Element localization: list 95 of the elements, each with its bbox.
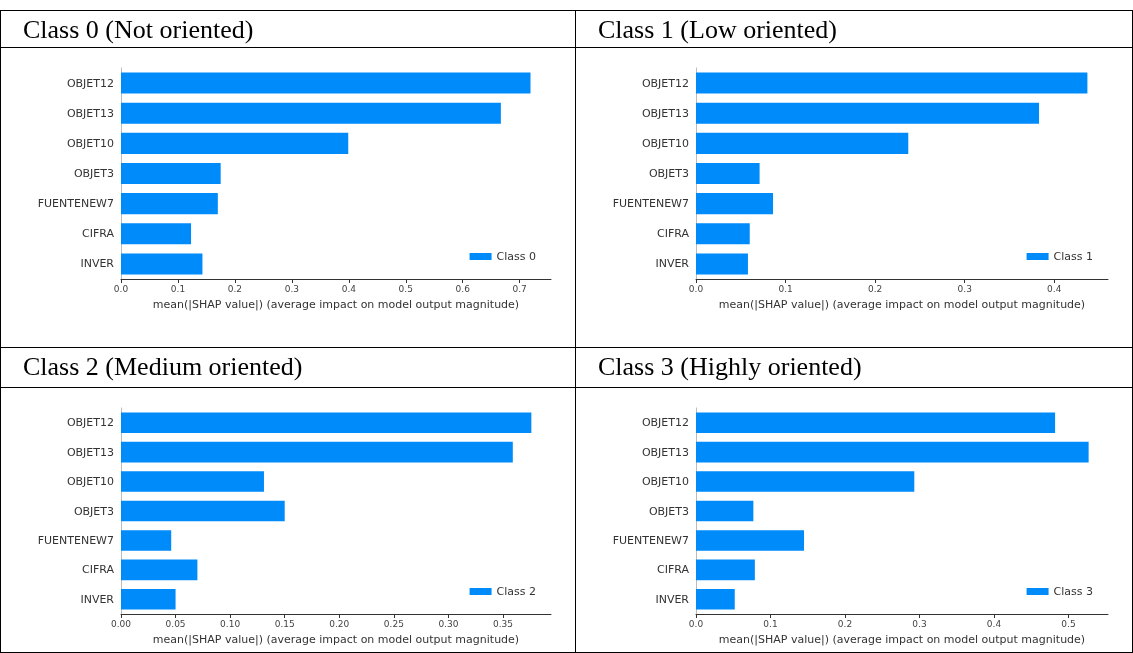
x-tick-label: 0.15 — [274, 618, 295, 629]
bar — [121, 132, 349, 154]
x-tick-label: 0.5 — [398, 283, 413, 294]
legend-label: Class 1 — [1053, 250, 1093, 263]
y-tick-label: INVER — [80, 592, 115, 606]
x-tick-label: 0.2 — [837, 618, 853, 629]
x-tick-label: 0.0 — [688, 283, 704, 294]
y-tick-label: FUENTENEW7 — [37, 533, 114, 547]
legend-label: Class 3 — [1053, 585, 1093, 598]
bar — [121, 559, 198, 581]
x-tick-label: 0.5 — [1061, 618, 1076, 629]
y-tick-label: OBJET12 — [66, 76, 114, 90]
y-tick-label: CIFRA — [82, 563, 115, 577]
y-tick-label: OBJET13 — [641, 445, 689, 459]
y-tick-label: FUENTENEW7 — [612, 197, 689, 211]
x-tick-label: 0.30 — [438, 618, 459, 629]
y-tick-label: OBJET12 — [641, 416, 689, 430]
x-tick-label: 0.20 — [329, 618, 350, 629]
x-tick-label: 0.4 — [1047, 283, 1062, 294]
y-tick-label: FUENTENEW7 — [612, 533, 689, 547]
y-tick-label: OBJET10 — [66, 475, 114, 489]
bar — [696, 132, 909, 154]
bar — [121, 162, 221, 185]
bar — [121, 588, 176, 610]
bar — [696, 102, 1040, 124]
x-tick-label: 0.0 — [113, 283, 129, 294]
chart-title: Class 0 (Not oriented) — [0, 10, 576, 48]
bar — [696, 441, 1089, 463]
bar — [121, 500, 285, 522]
y-tick-label: OBJET13 — [66, 106, 114, 120]
legend-label: Class 0 — [496, 250, 536, 263]
legend-label: Class 2 — [496, 585, 536, 598]
x-tick-label: 0.2 — [227, 283, 243, 294]
x-tick-label: 0.1 — [170, 283, 186, 294]
bar — [696, 412, 1056, 434]
bar — [696, 559, 755, 581]
x-tick-label: 0.00 — [110, 618, 132, 629]
y-tick-label: OBJET10 — [641, 136, 689, 150]
bar — [121, 441, 513, 463]
x-tick-label: 0.05 — [165, 618, 186, 629]
bar — [121, 471, 264, 492]
bar — [121, 530, 172, 551]
x-tick-label: 0.3 — [284, 283, 300, 294]
chart-title: Class 1 (Low oriented) — [575, 10, 1133, 48]
bar — [696, 162, 760, 185]
y-tick-label: INVER — [655, 592, 690, 606]
x-axis-title: mean(|SHAP value|) (average impact on model output magnitude) — [718, 298, 1086, 311]
bar — [696, 72, 1088, 94]
x-axis-title: mean(|SHAP value|) (average impact on model output magnitude) — [152, 298, 520, 311]
bar — [121, 223, 192, 245]
y-tick-label: CIFRA — [82, 227, 115, 241]
bar — [696, 471, 915, 492]
bar — [121, 102, 501, 124]
x-tick-label: 0.7 — [512, 283, 527, 294]
bar — [696, 253, 748, 275]
bar — [696, 530, 805, 551]
x-tick-label: 0.1 — [763, 618, 778, 629]
y-tick-label: OBJET3 — [648, 167, 689, 180]
x-tick-label: 0.0 — [688, 618, 704, 629]
x-tick-label: 0.10 — [220, 618, 241, 629]
y-tick-label: OBJET13 — [641, 106, 689, 120]
y-tick-label: OBJET3 — [648, 504, 689, 518]
y-tick-label: FUENTENEW7 — [37, 197, 114, 211]
bar — [121, 72, 531, 94]
y-tick-label: OBJET3 — [73, 504, 114, 518]
y-tick-label: OBJET10 — [641, 475, 689, 489]
y-tick-label: INVER — [655, 257, 690, 271]
x-tick-label: 0.3 — [957, 283, 972, 294]
y-tick-label: OBJET12 — [66, 416, 114, 430]
y-tick-label: OBJET13 — [66, 445, 114, 459]
bar — [696, 500, 754, 522]
x-axis-title: mean(|SHAP value|) (average impact on model output magnitude) — [718, 633, 1086, 646]
chart-title: Class 2 (Medium oriented) — [0, 347, 576, 388]
bar — [121, 253, 203, 275]
chart-title: Class 3 (Highly oriented) — [575, 347, 1133, 388]
bar — [121, 412, 532, 434]
bar — [696, 193, 774, 215]
x-tick-label: 0.4 — [986, 618, 1002, 629]
bar — [696, 223, 750, 245]
x-tick-label: 0.3 — [912, 618, 927, 629]
y-tick-label: INVER — [80, 257, 115, 271]
y-tick-label: OBJET12 — [641, 76, 689, 90]
y-tick-label: OBJET3 — [73, 167, 114, 180]
bar — [696, 588, 735, 610]
x-tick-label: 0.25 — [383, 618, 404, 629]
x-axis-title: mean(|SHAP value|) (average impact on model output magnitude) — [152, 633, 520, 646]
x-tick-label: 0.35 — [492, 618, 513, 629]
x-tick-label: 0.1 — [778, 283, 793, 294]
x-tick-label: 0.2 — [867, 283, 883, 294]
bar — [121, 193, 218, 215]
x-tick-label: 0.4 — [341, 283, 357, 294]
y-tick-label: CIFRA — [657, 227, 690, 241]
y-tick-label: OBJET10 — [66, 136, 114, 150]
x-tick-label: 0.6 — [455, 283, 471, 294]
y-tick-label: CIFRA — [657, 563, 690, 577]
